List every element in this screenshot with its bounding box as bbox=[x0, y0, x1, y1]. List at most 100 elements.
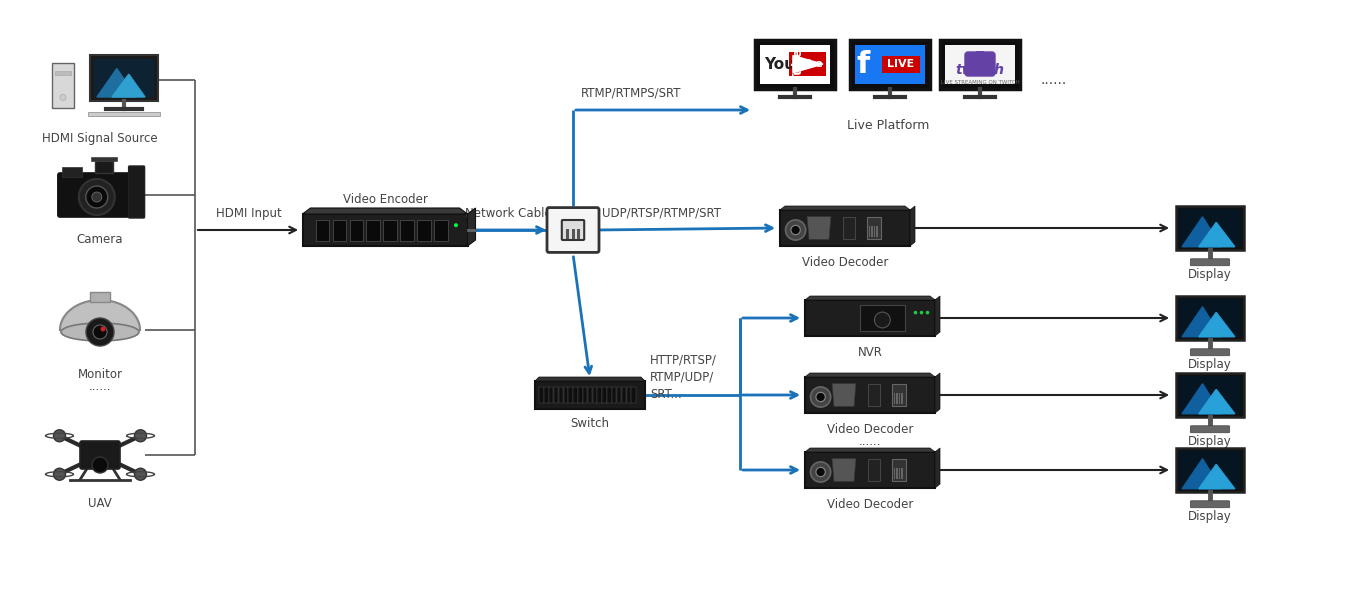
Text: twitch: twitch bbox=[956, 63, 1005, 77]
Circle shape bbox=[92, 325, 107, 339]
Circle shape bbox=[874, 312, 891, 328]
Bar bbox=[559, 387, 563, 403]
Bar bbox=[593, 387, 597, 403]
Bar bbox=[789, 52, 826, 76]
Bar bbox=[940, 40, 1020, 89]
Bar bbox=[90, 292, 110, 302]
Bar bbox=[899, 393, 900, 404]
Ellipse shape bbox=[61, 323, 139, 341]
Bar bbox=[574, 387, 578, 403]
Polygon shape bbox=[805, 373, 936, 377]
Bar bbox=[976, 51, 985, 57]
Bar bbox=[583, 387, 588, 403]
Polygon shape bbox=[805, 296, 936, 300]
Bar bbox=[1179, 299, 1240, 337]
Polygon shape bbox=[1200, 313, 1235, 337]
Bar bbox=[563, 387, 568, 403]
Bar bbox=[843, 217, 855, 239]
Bar bbox=[760, 44, 830, 83]
Text: Display: Display bbox=[1189, 358, 1232, 371]
Circle shape bbox=[101, 326, 106, 331]
FancyBboxPatch shape bbox=[562, 220, 585, 240]
Polygon shape bbox=[1182, 459, 1221, 489]
Circle shape bbox=[792, 226, 800, 235]
Text: Camera: Camera bbox=[76, 233, 124, 246]
Bar bbox=[384, 220, 397, 241]
Polygon shape bbox=[534, 377, 645, 381]
Text: f: f bbox=[857, 50, 870, 79]
Polygon shape bbox=[781, 206, 910, 210]
Bar bbox=[872, 226, 873, 237]
Text: ......: ...... bbox=[858, 435, 881, 448]
Text: Tube: Tube bbox=[794, 59, 824, 69]
Bar bbox=[333, 220, 347, 241]
Bar bbox=[894, 468, 895, 479]
Bar bbox=[869, 226, 870, 237]
Circle shape bbox=[60, 94, 67, 100]
Bar bbox=[91, 157, 117, 161]
Circle shape bbox=[135, 430, 147, 442]
Bar bbox=[434, 220, 447, 241]
Bar bbox=[540, 387, 544, 403]
Polygon shape bbox=[936, 296, 940, 336]
Text: Live Platform: Live Platform bbox=[847, 119, 929, 132]
Text: Monitor: Monitor bbox=[78, 368, 122, 381]
Polygon shape bbox=[806, 217, 831, 239]
Bar bbox=[899, 468, 900, 479]
Text: LIVE STREAMING ON TWITCH: LIVE STREAMING ON TWITCH bbox=[941, 80, 1020, 85]
Bar bbox=[566, 229, 568, 239]
Bar bbox=[588, 387, 592, 403]
Text: ......: ...... bbox=[88, 380, 112, 393]
FancyBboxPatch shape bbox=[1190, 349, 1229, 356]
Text: UDP/RTSP/RTMP/SRT: UDP/RTSP/RTMP/SRT bbox=[602, 207, 721, 220]
Bar bbox=[1176, 206, 1244, 250]
Circle shape bbox=[53, 468, 65, 480]
Polygon shape bbox=[468, 208, 476, 246]
FancyBboxPatch shape bbox=[781, 210, 910, 246]
Bar bbox=[1179, 376, 1240, 414]
Bar bbox=[602, 387, 607, 403]
FancyBboxPatch shape bbox=[805, 377, 936, 413]
FancyBboxPatch shape bbox=[1190, 259, 1229, 266]
Bar bbox=[578, 387, 582, 403]
FancyBboxPatch shape bbox=[129, 166, 144, 218]
Bar bbox=[544, 387, 548, 403]
Text: Switch: Switch bbox=[570, 417, 609, 430]
FancyBboxPatch shape bbox=[58, 173, 144, 217]
Polygon shape bbox=[1182, 217, 1221, 247]
Polygon shape bbox=[832, 458, 855, 482]
Polygon shape bbox=[1182, 384, 1221, 414]
Bar bbox=[881, 56, 921, 73]
Bar bbox=[896, 468, 898, 479]
Polygon shape bbox=[936, 373, 940, 413]
Polygon shape bbox=[1182, 307, 1221, 337]
Bar bbox=[902, 468, 903, 479]
Bar bbox=[892, 459, 906, 481]
Text: Video Decoder: Video Decoder bbox=[827, 423, 913, 436]
Text: HDMI Signal Source: HDMI Signal Source bbox=[42, 132, 158, 145]
Bar bbox=[400, 220, 413, 241]
Polygon shape bbox=[302, 208, 468, 214]
Bar bbox=[945, 44, 1015, 83]
Polygon shape bbox=[112, 74, 146, 97]
Bar bbox=[873, 226, 874, 237]
FancyBboxPatch shape bbox=[534, 381, 645, 409]
Bar bbox=[1179, 209, 1240, 247]
Circle shape bbox=[811, 462, 831, 482]
Bar bbox=[571, 229, 574, 239]
Circle shape bbox=[92, 457, 107, 473]
Polygon shape bbox=[793, 56, 823, 73]
Circle shape bbox=[919, 311, 923, 314]
Bar bbox=[850, 40, 930, 89]
Bar bbox=[366, 220, 379, 241]
Bar bbox=[577, 229, 581, 239]
Bar bbox=[631, 387, 635, 403]
Text: HTTP/RTSP/
RTMP/UDP/
SRT...: HTTP/RTSP/ RTMP/UDP/ SRT... bbox=[650, 353, 717, 401]
Polygon shape bbox=[832, 383, 855, 407]
Bar bbox=[316, 220, 329, 241]
Bar bbox=[418, 220, 431, 241]
Polygon shape bbox=[805, 448, 936, 452]
Polygon shape bbox=[1200, 464, 1235, 489]
Text: NVR: NVR bbox=[858, 346, 883, 359]
Bar bbox=[63, 167, 83, 177]
